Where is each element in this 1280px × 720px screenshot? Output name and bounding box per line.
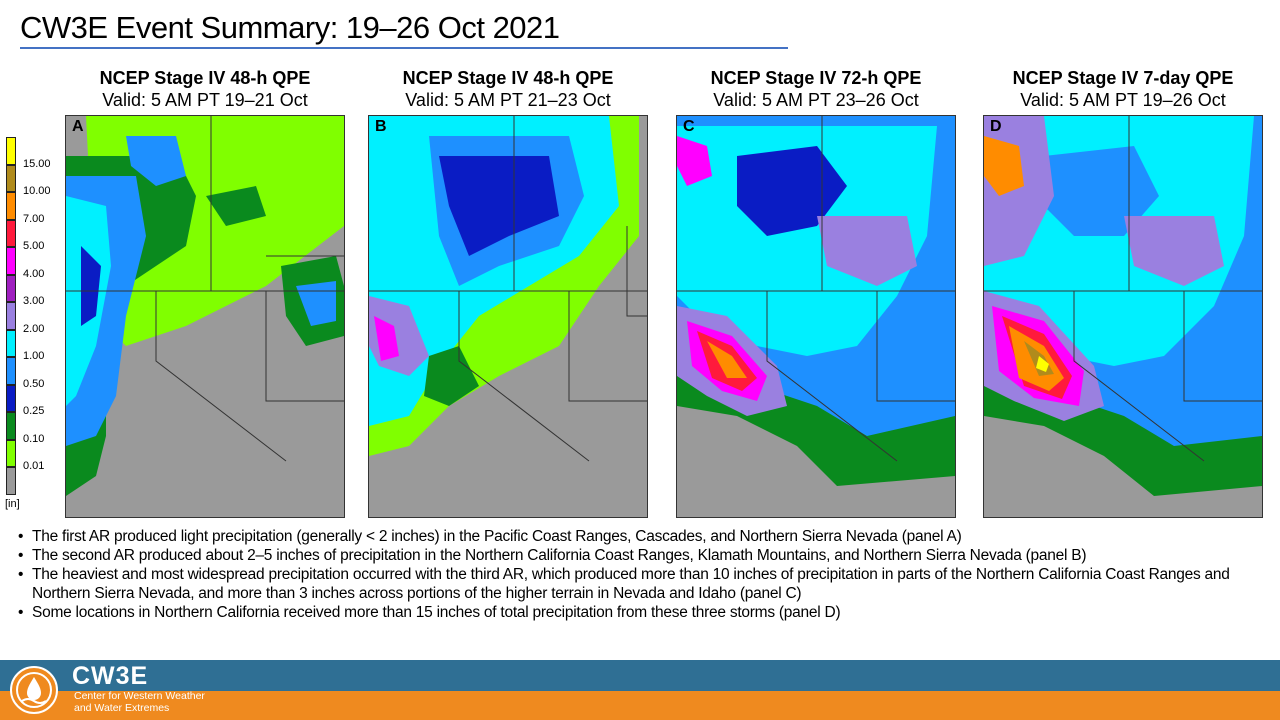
legend-label: 10.00 bbox=[23, 185, 51, 197]
panel-letter: B bbox=[375, 118, 387, 135]
map-panel-c: C bbox=[676, 115, 956, 518]
bullet-item: The second AR produced about 2–5 inches … bbox=[18, 546, 1268, 565]
legend-swatch bbox=[6, 302, 16, 330]
panel-title: NCEP Stage IV 72-h QPE bbox=[710, 68, 922, 88]
map-panel-a: A bbox=[65, 115, 345, 518]
precip-map-b bbox=[369, 116, 647, 517]
bullet-item: The heaviest and most widespread precipi… bbox=[18, 565, 1268, 603]
legend-label: 0.50 bbox=[23, 377, 45, 390]
precip-map-a bbox=[66, 116, 344, 517]
logo-name: CW3E bbox=[72, 662, 149, 690]
legend-unit: [in] bbox=[5, 498, 20, 510]
bullet-item: Some locations in Northern California re… bbox=[18, 603, 1268, 622]
slide-title: CW3E Event Summary: 19–26 Oct 2021 bbox=[20, 10, 560, 45]
legend-label: 7.00 bbox=[23, 212, 45, 225]
map-panel-b: B bbox=[368, 115, 648, 518]
legend-swatch bbox=[6, 247, 16, 275]
panel-title: NCEP Stage IV 48-h QPE bbox=[99, 68, 311, 88]
legend-label: 2.00 bbox=[23, 322, 45, 335]
bullet-item: The first AR produced light precipitatio… bbox=[18, 527, 1268, 546]
legend-swatch bbox=[6, 439, 16, 467]
legend-label: 0.01 bbox=[23, 460, 45, 472]
panel-valid-time: Valid: 5 AM PT 19–21 Oct bbox=[102, 90, 308, 110]
panel-letter: C bbox=[683, 118, 695, 135]
panel-title: NCEP Stage IV 7-day QPE bbox=[1012, 68, 1234, 88]
panel-d-header: NCEP Stage IV 7-day QPE Valid: 5 AM PT 1… bbox=[983, 67, 1263, 111]
precip-map-c bbox=[677, 116, 955, 517]
cw3e-logo-icon bbox=[10, 666, 58, 714]
legend-swatch bbox=[6, 412, 16, 440]
footer-band-blue bbox=[0, 660, 1280, 691]
logo-tagline: Center for Western Weather and Water Ext… bbox=[74, 690, 205, 714]
panel-a-header: NCEP Stage IV 48-h QPE Valid: 5 AM PT 19… bbox=[65, 67, 345, 111]
panel-c-header: NCEP Stage IV 72-h QPE Valid: 5 AM PT 23… bbox=[676, 67, 956, 111]
logo-tagline-line2: and Water Extremes bbox=[74, 702, 170, 714]
legend-swatch bbox=[6, 192, 16, 220]
footer-band-orange bbox=[0, 691, 1280, 720]
precip-map-d bbox=[984, 116, 1262, 517]
panel-title: NCEP Stage IV 48-h QPE bbox=[402, 68, 614, 88]
panel-valid-time: Valid: 5 AM PT 21–23 Oct bbox=[405, 90, 611, 110]
summary-bullets: The first AR produced light precipitatio… bbox=[18, 527, 1268, 622]
panel-letter: A bbox=[72, 118, 84, 135]
legend-swatch bbox=[6, 329, 16, 357]
panel-b-header: NCEP Stage IV 48-h QPE Valid: 5 AM PT 21… bbox=[368, 67, 648, 111]
legend-swatch bbox=[6, 219, 16, 247]
legend-swatch bbox=[6, 384, 16, 412]
legend-label: 5.00 bbox=[23, 240, 45, 252]
legend-swatch bbox=[6, 137, 16, 165]
legend-swatch bbox=[6, 164, 16, 192]
panel-valid-time: Valid: 5 AM PT 19–26 Oct bbox=[1020, 90, 1226, 110]
panel-letter: D bbox=[990, 118, 1002, 135]
legend-label: 1.00 bbox=[23, 350, 45, 362]
legend-label: 4.00 bbox=[23, 267, 45, 280]
legend-swatch-nodata bbox=[6, 467, 16, 495]
panel-valid-time: Valid: 5 AM PT 23–26 Oct bbox=[713, 90, 919, 110]
legend-swatch bbox=[6, 274, 16, 302]
legend-label: 3.00 bbox=[23, 295, 45, 307]
logo-tagline-line1: Center for Western Weather bbox=[74, 690, 205, 702]
legend-swatch bbox=[6, 357, 16, 385]
map-panel-d: D bbox=[983, 115, 1263, 518]
footer-banner bbox=[0, 660, 1280, 720]
legend-label: 15.00 bbox=[23, 157, 51, 170]
title-underline bbox=[20, 47, 788, 49]
legend-label: 0.10 bbox=[23, 432, 45, 445]
legend-label: 0.25 bbox=[23, 405, 45, 417]
